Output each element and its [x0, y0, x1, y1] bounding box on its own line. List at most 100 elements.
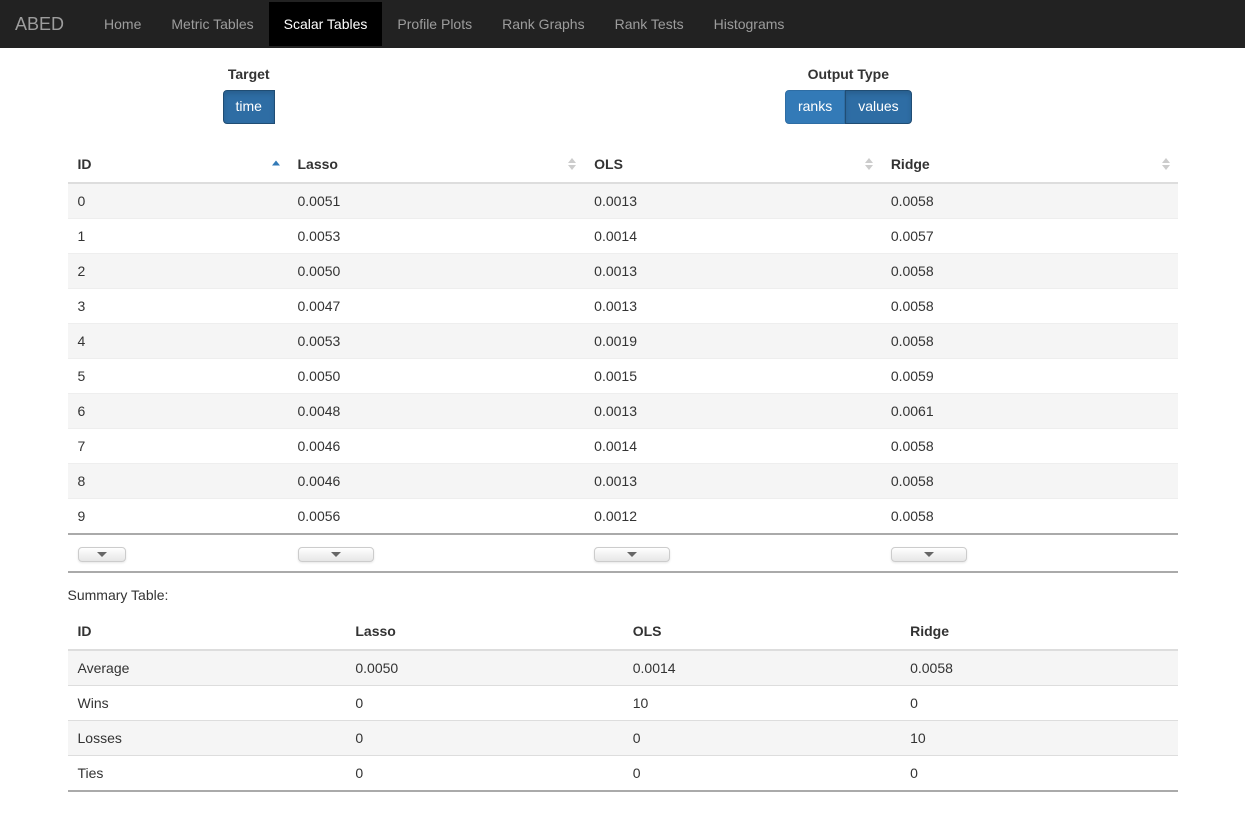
table-cell: 0.0058 [881, 183, 1178, 219]
dropdown-row-table [68, 535, 1178, 573]
table-cell: 0.0019 [584, 323, 881, 358]
nav-item-scalar-tables[interactable]: Scalar Tables [269, 2, 383, 46]
nav-item-rank-tests[interactable]: Rank Tests [600, 2, 699, 46]
brand[interactable]: ABED [15, 1, 79, 48]
table-row: 50.00500.00150.0059 [68, 358, 1178, 393]
column-header-ridge[interactable]: Ridge [881, 146, 1178, 183]
column-header-id[interactable]: ID [68, 146, 288, 183]
output-btn-group: ranksvalues [785, 90, 912, 124]
main-table-header-row: ID Lasso OLS Ridge [68, 146, 1178, 183]
table-cell: 0.0061 [881, 393, 1178, 428]
output-values-button[interactable]: values [845, 90, 911, 124]
table-cell: 0 [68, 183, 288, 219]
table-cell: 0.0058 [881, 463, 1178, 498]
summary-row: Ties000 [68, 755, 1178, 791]
chevron-down-icon [331, 552, 341, 557]
table-cell: 0.0058 [881, 498, 1178, 534]
nav-item-metric-tables[interactable]: Metric Tables [156, 2, 268, 46]
table-cell: 0.0053 [288, 218, 585, 253]
nav-item-profile-plots[interactable]: Profile Plots [382, 2, 487, 46]
target-label: Target [223, 66, 275, 82]
table-cell: 3 [68, 288, 288, 323]
table-row: 10.00530.00140.0057 [68, 218, 1178, 253]
summary-cell: Losses [68, 720, 346, 755]
summary-column-header-id: ID [68, 613, 346, 650]
table-cell: 0.0058 [881, 428, 1178, 463]
output-ranks-button[interactable]: ranks [785, 90, 845, 124]
target-time-button[interactable]: time [223, 90, 275, 124]
output-label: Output Type [785, 66, 912, 82]
nav-item-histograms[interactable]: Histograms [699, 2, 800, 46]
column-dropdown-ridge[interactable] [891, 547, 967, 562]
table-row: 30.00470.00130.0058 [68, 288, 1178, 323]
table-cell: 0.0013 [584, 288, 881, 323]
table-cell: 4 [68, 323, 288, 358]
column-header-ols[interactable]: OLS [584, 146, 881, 183]
summary-label: Summary Table: [68, 587, 1178, 603]
table-cell: 0.0013 [584, 393, 881, 428]
table-cell: 0.0013 [584, 463, 881, 498]
table-cell: 0.0058 [881, 323, 1178, 358]
table-cell: 0.0051 [288, 183, 585, 219]
chevron-down-icon [97, 552, 107, 557]
table-cell: 6 [68, 393, 288, 428]
summary-cell: 0.0014 [623, 650, 900, 686]
column-header-label: Ridge [891, 156, 930, 172]
sort-icon [1162, 158, 1170, 170]
summary-cell: Wins [68, 685, 346, 720]
summary-cell: 10 [900, 720, 1177, 755]
sort-icon [865, 158, 873, 170]
output-control: Output Type ranksvalues [785, 66, 912, 124]
summary-cell: 10 [623, 685, 900, 720]
summary-row: Average0.00500.00140.0058 [68, 650, 1178, 686]
sort-icon [568, 158, 576, 170]
column-dropdown-lasso[interactable] [298, 547, 374, 562]
target-control: Target time [223, 66, 275, 124]
table-cell: 8 [68, 463, 288, 498]
column-dropdown-id[interactable] [78, 547, 126, 562]
summary-column-header-ridge: Ridge [900, 613, 1177, 650]
summary-cell: 0 [900, 755, 1177, 791]
table-cell: 0.0057 [881, 218, 1178, 253]
table-cell: 0.0048 [288, 393, 585, 428]
column-header-lasso[interactable]: Lasso [288, 146, 585, 183]
summary-row: Wins0100 [68, 685, 1178, 720]
summary-cell: 0 [623, 720, 900, 755]
main-table: IDLassoOLSRidge 00.00510.00130.005810.00… [68, 146, 1178, 535]
table-cell: 0.0013 [584, 253, 881, 288]
column-dropdown-ols[interactable] [594, 547, 670, 562]
summary-cell: 0.0050 [345, 650, 622, 686]
table-cell: 0.0047 [288, 288, 585, 323]
summary-cell: 0 [623, 755, 900, 791]
summary-table: IDLassoOLSRidge Average0.00500.00140.005… [68, 613, 1178, 792]
table-cell: 0.0014 [584, 218, 881, 253]
table-cell: 7 [68, 428, 288, 463]
column-header-label: Lasso [298, 156, 338, 172]
table-row: 90.00560.00120.0058 [68, 498, 1178, 534]
table-cell: 0.0012 [584, 498, 881, 534]
summary-column-header-lasso: Lasso [345, 613, 622, 650]
table-cell: 0.0050 [288, 253, 585, 288]
summary-header-row: IDLassoOLSRidge [68, 613, 1178, 650]
table-cell: 0.0014 [584, 428, 881, 463]
target-btn-group: time [223, 90, 275, 124]
chevron-down-icon [924, 552, 934, 557]
table-cell: 0.0056 [288, 498, 585, 534]
navbar: ABED HomeMetric TablesScalar TablesProfi… [0, 0, 1245, 48]
table-cell: 0.0046 [288, 428, 585, 463]
nav-item-rank-graphs[interactable]: Rank Graphs [487, 2, 599, 46]
table-row: 60.00480.00130.0061 [68, 393, 1178, 428]
table-cell: 0.0013 [584, 183, 881, 219]
table-row: 40.00530.00190.0058 [68, 323, 1178, 358]
nav-list: HomeMetric TablesScalar TablesProfile Pl… [89, 2, 799, 46]
table-cell: 0.0058 [881, 288, 1178, 323]
nav-item-home[interactable]: Home [89, 2, 156, 46]
summary-column-header-ols: OLS [623, 613, 900, 650]
table-row: 20.00500.00130.0058 [68, 253, 1178, 288]
table-cell: 5 [68, 358, 288, 393]
table-cell: 0.0046 [288, 463, 585, 498]
controls-row: Target time Output Type ranksvalues [68, 66, 1178, 124]
table-cell: 0.0015 [584, 358, 881, 393]
summary-cell: 0 [345, 755, 622, 791]
summary-cell: 0 [345, 720, 622, 755]
